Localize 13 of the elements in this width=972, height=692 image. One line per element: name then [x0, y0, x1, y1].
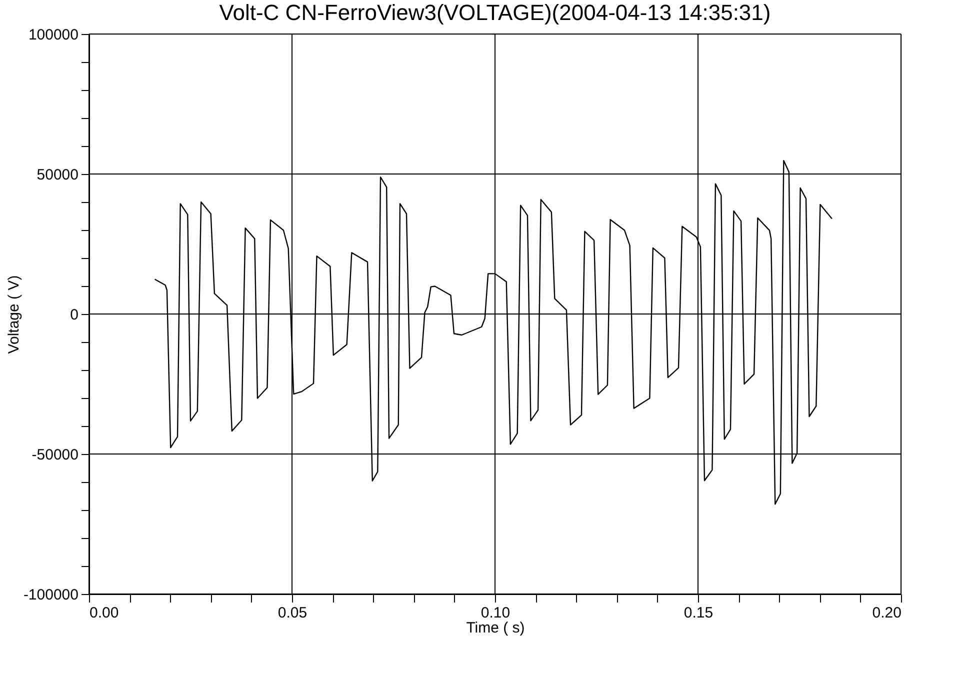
x-tick-label: 0.20 — [872, 604, 902, 622]
chart-title: Volt-C CN-FerroView3(VOLTAGE)(2004-04-13 14:35:31) — [219, 0, 771, 25]
x-tick-label: 0.00 — [90, 604, 119, 622]
x-axis-title: Time ( s) — [466, 620, 525, 636]
y-axis-title: Voltage ( V) — [5, 275, 22, 354]
x-tick-label: 0.10 — [480, 604, 510, 622]
x-tick-label: 0.15 — [684, 604, 714, 622]
x-tick-label: 0.05 — [278, 604, 308, 622]
y-tick-label: -50000 — [32, 446, 78, 464]
y-tick-label: 100000 — [28, 26, 78, 44]
y-tick-label: 0 — [70, 306, 78, 324]
y-tick-label: 50000 — [36, 166, 78, 184]
y-tick-label: -100000 — [23, 586, 78, 604]
